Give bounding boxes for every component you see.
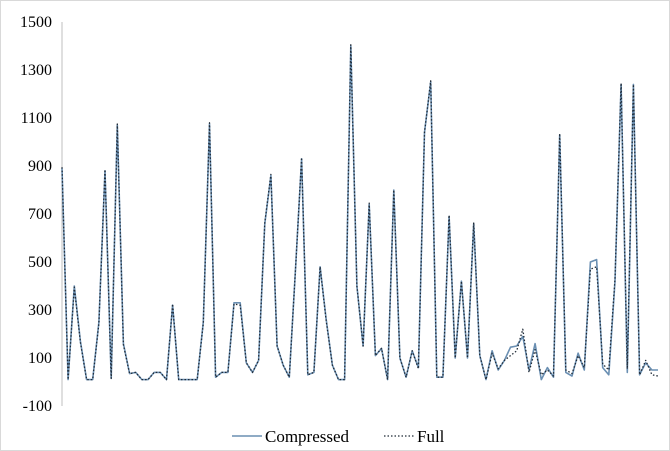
- series-lines: [61, 44, 659, 381]
- y-tick-label: 1300: [20, 62, 52, 79]
- y-tick-label: 100: [28, 350, 52, 367]
- legend-compressed-label: Compressed: [265, 427, 350, 446]
- series-line-full: [61, 44, 659, 381]
- legend: Compressed Full: [232, 427, 445, 446]
- series-line-compressed: [61, 45, 658, 381]
- y-axis: -100 100 300 500 700 900 1100 1300 1500: [20, 14, 63, 415]
- y-tick-label: 500: [28, 254, 52, 271]
- y-tick-label: 1500: [20, 14, 52, 31]
- y-tick-label: 1100: [21, 110, 52, 127]
- y-tick-label: 700: [28, 206, 52, 223]
- y-tick-label: -100: [23, 398, 52, 415]
- y-tick-label: 300: [28, 302, 52, 319]
- y-tick-label: 900: [28, 158, 52, 175]
- legend-full-label: Full: [417, 427, 445, 446]
